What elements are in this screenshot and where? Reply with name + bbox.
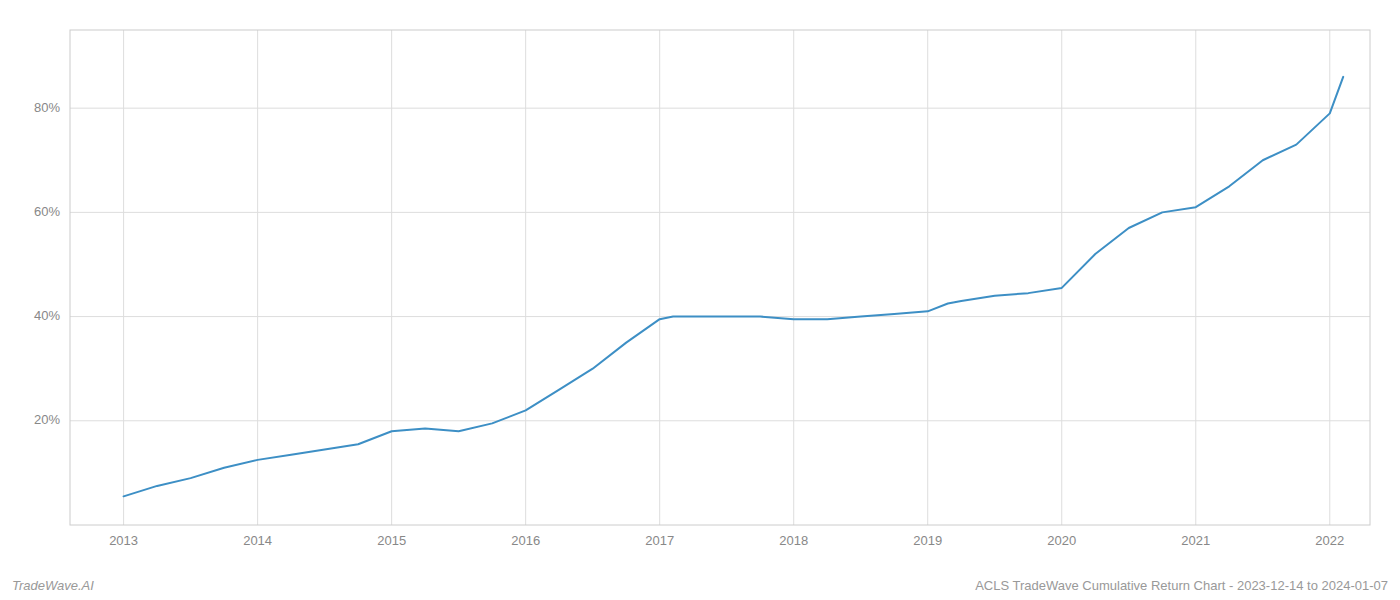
x-tick-label: 2020: [1047, 533, 1076, 548]
watermark-right: ACLS TradeWave Cumulative Return Chart -…: [975, 578, 1388, 593]
chart: 20% 40% 60% 80% 2013 2014 2015 2016 2017 2018 2019…: [0, 0, 1400, 600]
y-tick-label: 20%: [34, 412, 60, 427]
y-grid-line: [70, 420, 1370, 421]
y-tick-label: 80%: [34, 100, 60, 115]
x-grid-line: [1329, 30, 1330, 525]
x-tick-label: 2015: [377, 533, 406, 548]
x-tick-label: 2016: [511, 533, 540, 548]
y-tick-label: 60%: [34, 204, 60, 219]
x-grid-line: [793, 30, 794, 525]
x-grid-line: [659, 30, 660, 525]
x-tick-label: 2014: [243, 533, 272, 548]
x-tick-label: 2017: [645, 533, 674, 548]
grid: [70, 30, 1370, 525]
watermark-left: TradeWave.AI: [12, 578, 94, 593]
plot-frame: [70, 30, 1370, 525]
x-grid-line: [257, 30, 258, 525]
x-grid-line: [927, 30, 928, 525]
x-tick-label: 2018: [779, 533, 808, 548]
line: [124, 77, 1344, 496]
series: [124, 77, 1344, 496]
y-grid-line: [70, 212, 1370, 213]
axes: 20% 40% 60% 80% 2013 2014 2015 2016 2017 2018 2019…: [34, 30, 1370, 548]
x-tick-label: 2019: [913, 533, 942, 548]
x-grid-line: [525, 30, 526, 525]
y-grid-line: [70, 108, 1370, 109]
y-tick-label: 40%: [34, 308, 60, 323]
x-tick-label: 2021: [1181, 533, 1210, 548]
x-grid-line: [1195, 30, 1196, 525]
x-tick-label: 2022: [1315, 533, 1344, 548]
x-grid-line: [1061, 30, 1062, 525]
x-tick-label: 2013: [109, 533, 138, 548]
x-grid-line: [123, 30, 124, 525]
x-grid-line: [391, 30, 392, 525]
